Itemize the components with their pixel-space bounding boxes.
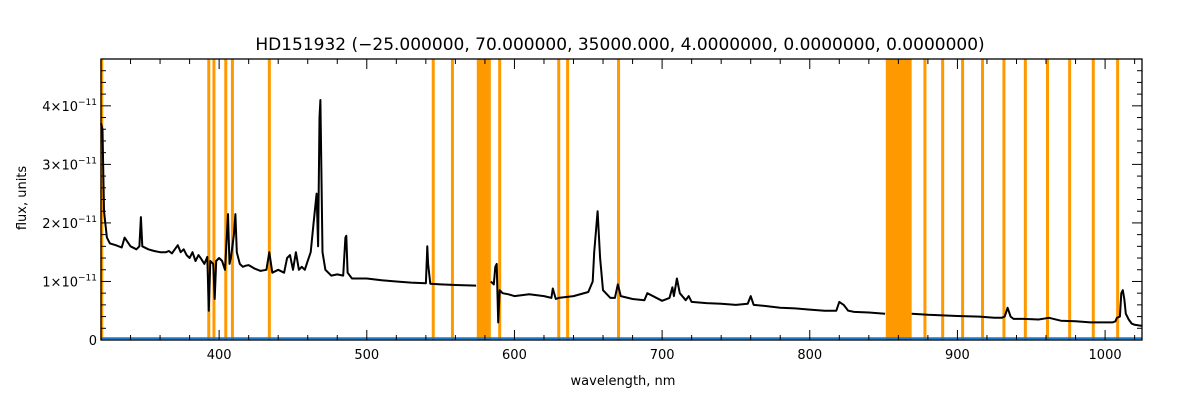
masked-band (885, 59, 912, 340)
x-tick-label: 900 (945, 348, 970, 363)
spectrum-segment (490, 210, 886, 324)
y-tick-label: 4×10−11 (42, 98, 97, 115)
chart-title: HD151932 (−25.000000, 70.000000, 35000.0… (255, 35, 984, 55)
y-tick-label: 0 (89, 334, 97, 349)
x-tick-label: 700 (650, 348, 675, 363)
x-tick-label: 400 (207, 348, 232, 363)
x-tick-label: 1000 (1089, 348, 1122, 363)
y-tick-label: 2×10−11 (42, 215, 97, 232)
masked-band (476, 59, 491, 340)
axis-ticks: 400 500 600 700 800 900 1000 0 1×10−11 2×10−11 3×1… (42, 59, 1142, 363)
y-tick-label: 3×10−11 (42, 156, 97, 173)
spectrum-segment (911, 289, 1143, 327)
x-tick-label: 500 (354, 348, 379, 363)
spectrum-segment (100, 99, 477, 312)
y-tick-label: 1×10−11 (42, 273, 97, 290)
plot-frame (100, 58, 1143, 341)
spectrum-series (100, 99, 1143, 327)
x-tick-label: 600 (502, 348, 527, 363)
x-axis-label: wavelength, nm (571, 374, 676, 389)
x-tick-label: 800 (797, 348, 822, 363)
y-axis-label: flux, units (15, 166, 30, 231)
